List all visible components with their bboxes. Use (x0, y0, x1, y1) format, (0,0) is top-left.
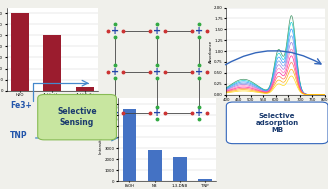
Bar (148, 150, 162, 181)
Y-axis label: Absorbance: Absorbance (209, 40, 213, 63)
Text: +: + (112, 26, 119, 36)
Y-axis label: Intensity (a.u.): Intensity (a.u.) (99, 126, 103, 154)
Bar (123, 109, 136, 181)
Text: +: + (154, 108, 161, 118)
Bar (173, 157, 187, 181)
FancyBboxPatch shape (38, 94, 116, 140)
Text: Selective
Sensing: Selective Sensing (57, 108, 97, 127)
Text: +: + (154, 26, 161, 36)
Text: +: + (112, 67, 119, 77)
FancyBboxPatch shape (226, 102, 328, 144)
Bar (76, 87, 94, 91)
Bar (198, 179, 212, 181)
Text: +: + (195, 67, 203, 77)
Bar (44, 35, 61, 91)
X-axis label: Wavelength (nm): Wavelength (nm) (259, 103, 292, 107)
Text: +: + (112, 108, 119, 118)
Text: +: + (154, 67, 161, 77)
Text: TNP: TNP (10, 131, 28, 140)
Text: Selective
adsorption
MB: Selective adsorption MB (256, 113, 299, 133)
Text: Fe3+: Fe3+ (10, 101, 31, 110)
Text: +: + (195, 26, 203, 36)
Bar (11, 13, 29, 91)
Text: +: + (195, 108, 203, 118)
